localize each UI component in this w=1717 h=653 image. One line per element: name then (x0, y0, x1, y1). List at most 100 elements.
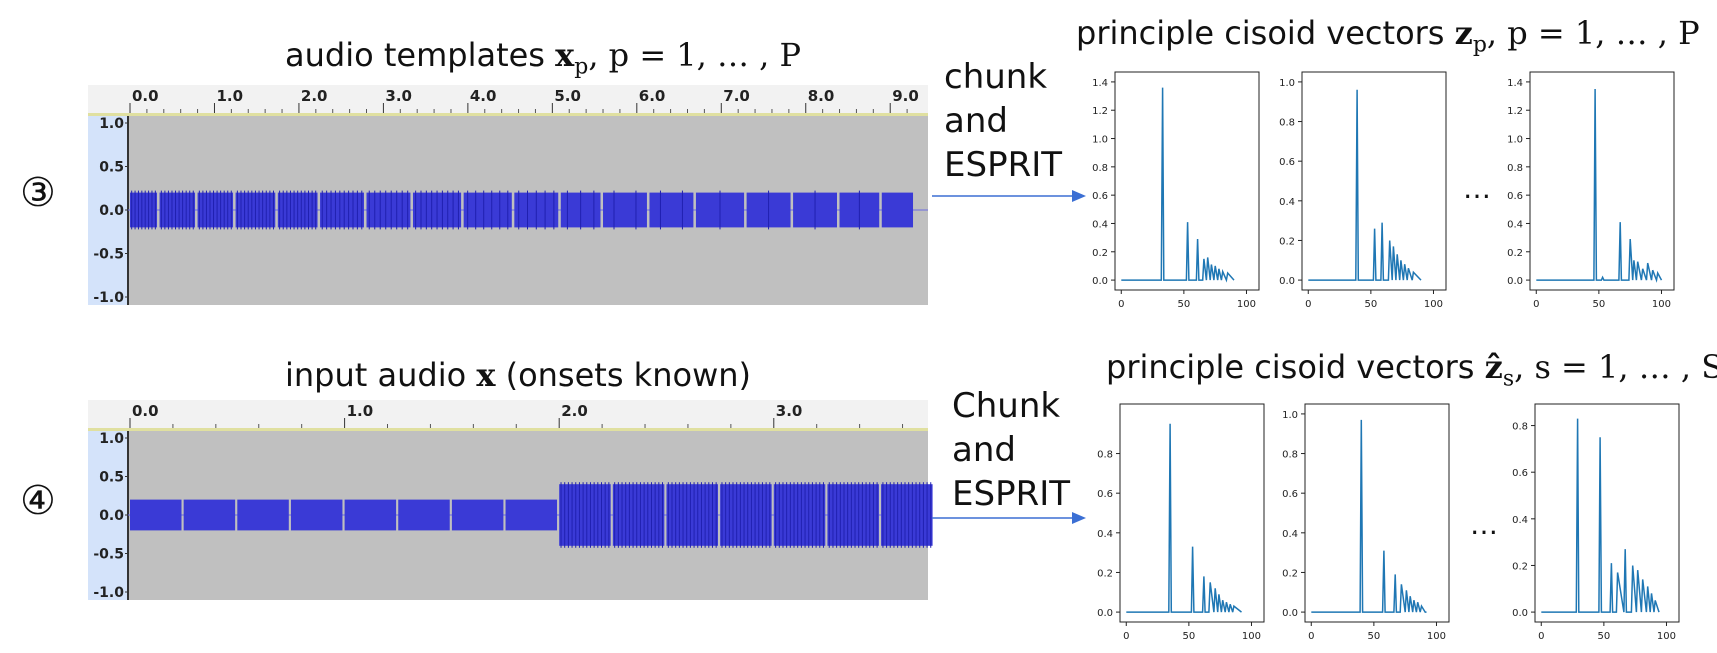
waveform-segment (159, 192, 196, 228)
waveform-segment (237, 499, 289, 531)
proc-line: and (952, 430, 1016, 470)
waveform-segment (398, 499, 450, 531)
y-tick-label: 0.4 (1512, 515, 1528, 526)
cisoid-series-line (1536, 88, 1663, 283)
y-tick-label: 0.0 (1279, 276, 1295, 287)
y-tick-label: 0.0 (1512, 608, 1528, 619)
y-tick-label: 0.2 (1279, 236, 1295, 247)
title-sub: p (1472, 32, 1487, 58)
x-tick-label: 50 (1183, 631, 1196, 642)
x-tick-label: 100 (1652, 299, 1671, 310)
y-tick-label: 1.0 (1507, 135, 1523, 146)
timeline-ruler (88, 85, 928, 113)
y-tick-label: 0.2 (1282, 568, 1298, 579)
waveform-segment (344, 499, 397, 531)
y-tick-label: 1.4 (1092, 78, 1108, 89)
title-rest: , s = 1, … , S (1514, 348, 1717, 386)
amplitude-ruler (88, 116, 128, 305)
title-vec: z (1454, 14, 1473, 52)
proc-line: chunk (944, 57, 1048, 97)
y-tick-label: 1.2 (1507, 106, 1523, 117)
title-text: input audio (285, 356, 477, 394)
time-tick-label: 8.0 (808, 87, 835, 105)
waveform-segment (130, 192, 158, 228)
x-tick-label: 100 (1424, 299, 1443, 310)
y-tick-label: 0.8 (1512, 422, 1528, 433)
y-tick-label: 0.6 (1282, 489, 1298, 500)
arrow-2 (932, 512, 1086, 524)
x-tick-label: 0 (1308, 631, 1314, 642)
waveform-segment (773, 484, 826, 546)
cisoid-series-line (1121, 87, 1235, 283)
x-tick-label: 50 (1365, 299, 1378, 310)
plot-frame (1534, 403, 1680, 623)
y-tick-label: 0.8 (1279, 118, 1295, 129)
y-tick-label: 0.8 (1282, 450, 1298, 461)
waveform-segment (130, 499, 182, 531)
chunk-esprit-label-1: chunk and ESPRIT (944, 55, 1062, 187)
proc-line: ESPRIT (952, 474, 1070, 514)
y-tick-label: 1.0 (1279, 78, 1295, 89)
waveform-segment (649, 192, 694, 228)
time-tick-label: 9.0 (892, 87, 919, 105)
amp-tick-label: 0.5 (99, 470, 124, 486)
y-tick-label: 0.6 (1279, 157, 1295, 168)
y-tick-label: 0.8 (1092, 163, 1108, 174)
x-tick-label: 100 (1427, 631, 1446, 642)
amp-tick-label: 0.5 (99, 160, 124, 176)
y-tick-label: 1.0 (1282, 410, 1298, 421)
y-tick-label: 1.4 (1507, 78, 1523, 89)
waveform-segment (827, 484, 879, 546)
y-tick-label: 0.4 (1282, 529, 1298, 540)
waveform-segment (183, 499, 236, 531)
cisoid-chart-3: 0.0 0.2 0.4 0.6 0.8 1.0 1.2 1.4 0 50 100 (1507, 71, 1675, 310)
time-tick-label: 1.0 (347, 402, 374, 420)
amp-tick-label: -1.0 (93, 585, 124, 601)
y-tick-label: 0.2 (1512, 561, 1528, 572)
amp-tick-label: -0.5 (93, 247, 124, 263)
y-tick-label: 0.4 (1279, 197, 1295, 208)
amp-tick-label: 0.0 (99, 508, 124, 524)
plot-frame (1529, 71, 1675, 291)
proc-line: ESPRIT (944, 145, 1062, 185)
amp-tick-label: 0.0 (99, 203, 124, 219)
y-tick-label: 1.0 (1092, 135, 1108, 146)
cisoid-series-line (1311, 419, 1427, 613)
waveform-segment (720, 484, 772, 546)
title-vec: x (476, 356, 496, 394)
waveform-segment (451, 499, 504, 531)
x-tick-label: 100 (1242, 631, 1261, 642)
title-sub: p (574, 54, 589, 80)
x-tick-label: 0 (1118, 299, 1124, 310)
waveform-segment (666, 484, 718, 546)
amplitude-ruler (88, 431, 128, 600)
proc-line: and (944, 101, 1008, 141)
time-tick-label: 4.0 (470, 87, 497, 105)
y-tick-label: 0.4 (1097, 529, 1113, 540)
y-tick-label: 0.6 (1512, 468, 1528, 479)
cisoid-chart-6: 0.0 0.2 0.4 0.6 0.8 0 50 100 (1512, 403, 1680, 642)
time-tick-label: 2.0 (301, 87, 328, 105)
y-tick-label: 0.4 (1092, 219, 1108, 230)
x-tick-label: 100 (1657, 631, 1676, 642)
cisoid-title-2: principle cisoid vectors ẑs, s = 1, … , … (1106, 348, 1717, 391)
time-tick-label: 7.0 (723, 87, 750, 105)
ruler-divider (88, 428, 928, 431)
amp-tick-label: 1.0 (99, 116, 124, 132)
time-tick-label: 6.0 (639, 87, 666, 105)
y-tick-label: 0.0 (1097, 608, 1113, 619)
title-sub: s (1502, 366, 1515, 392)
cisoid-title-1: principle cisoid vectors zp, p = 1, … , … (1076, 14, 1700, 57)
title-rest: , p = 1, … , P (588, 36, 802, 74)
y-tick-label: 0.8 (1507, 163, 1523, 174)
x-tick-label: 50 (1593, 299, 1606, 310)
x-tick-label: 0 (1538, 631, 1544, 642)
ellipsis-2: … (1470, 508, 1498, 541)
waveform-segment (881, 192, 914, 228)
ellipsis-1: … (1463, 172, 1491, 205)
time-tick-label: 3.0 (776, 402, 803, 420)
y-tick-label: 1.2 (1092, 106, 1108, 117)
x-tick-label: 100 (1237, 299, 1256, 310)
amp-tick-label: 1.0 (99, 431, 124, 447)
timeline-ruler (88, 400, 928, 428)
